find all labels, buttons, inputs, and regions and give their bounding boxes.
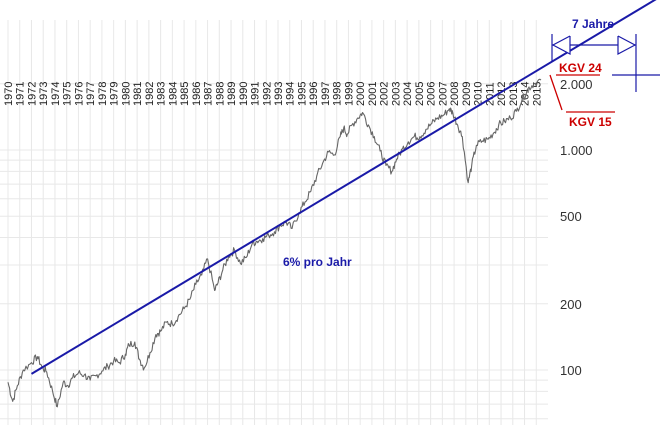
x-tick-label: 1972	[26, 82, 38, 106]
x-tick-label: 2009	[461, 82, 473, 106]
x-tick-label: 2000	[355, 82, 367, 106]
y-tick-label: 2.000	[560, 77, 593, 92]
span-label: 7 Jahre	[572, 17, 614, 31]
x-tick-label: 2003	[390, 82, 402, 106]
x-tick-label: 2011	[484, 82, 496, 106]
kgv-24-label: KGV 24	[559, 61, 602, 75]
x-tick-label: 1991	[250, 82, 262, 106]
x-tick-label: 1999	[343, 82, 355, 106]
x-tick-label: 2007	[437, 82, 449, 106]
x-tick-label: 1984	[167, 82, 179, 106]
x-tick-label: 1983	[156, 82, 168, 106]
x-tick-label: 1974	[50, 82, 62, 106]
x-tick-label: 2004	[402, 82, 414, 106]
trend-label: 6% pro Jahr	[283, 255, 352, 269]
price-series-line	[7, 78, 542, 408]
grid-layer	[0, 20, 548, 425]
x-tick-label: 1994	[285, 82, 297, 106]
x-tick-label: 1990	[238, 82, 250, 106]
x-tick-label: 1981	[132, 82, 144, 106]
x-tick-label: 1992	[261, 82, 273, 106]
x-tick-label: 1976	[73, 82, 85, 106]
x-tick-label: 2015	[531, 82, 543, 106]
series-layer	[7, 78, 542, 408]
x-tick-label: 1975	[62, 82, 74, 106]
x-tick-label: 1979	[109, 82, 121, 106]
kgv-marker	[549, 74, 615, 113]
x-tick-label: 1989	[226, 82, 238, 106]
x-tick-label: 1978	[97, 82, 109, 106]
x-tick-label: 2010	[473, 82, 485, 106]
x-tick-label: 1982	[144, 82, 156, 106]
trend-line	[30, 0, 657, 375]
x-tick-label: 2002	[379, 82, 391, 106]
x-axis-labels: 1970 1971 1972 1973 1974 1975 1976 1977 1978 1979…	[3, 82, 543, 106]
x-tick-label: 1986	[191, 82, 203, 106]
trend-layer	[30, 0, 657, 375]
x-tick-label: 2013	[508, 82, 520, 106]
x-tick-label: 2005	[414, 82, 426, 106]
x-tick-label: 1996	[308, 82, 320, 106]
x-tick-label: 2008	[449, 82, 461, 106]
x-tick-label: 2006	[426, 82, 438, 106]
x-tick-label: 2012	[496, 82, 508, 106]
x-tick-label: 1971	[15, 82, 27, 106]
x-tick-label: 1987	[203, 82, 215, 106]
x-tick-label: 2001	[367, 82, 379, 106]
y-tick-label: 500	[560, 209, 582, 224]
y-axis-labels: 100 200 500 1.000 2.000	[560, 77, 593, 378]
x-tick-label: 1973	[38, 82, 50, 106]
x-tick-label: 1988	[214, 82, 226, 106]
y-tick-label: 100	[560, 363, 582, 378]
y-tick-label: 1.000	[560, 143, 593, 158]
x-tick-label: 1977	[85, 82, 97, 106]
x-tick-label: 1980	[120, 82, 132, 106]
kgv-15-label: KGV 15	[569, 115, 612, 129]
x-tick-label: 1993	[273, 82, 285, 106]
y-tick-label: 200	[560, 297, 582, 312]
x-tick-label: 1970	[3, 82, 15, 106]
x-tick-label: 1998	[332, 82, 344, 106]
x-tick-label: 1985	[179, 82, 191, 106]
x-tick-label: 1997	[320, 82, 332, 106]
x-tick-label: 1995	[296, 82, 308, 106]
span-arrow	[551, 34, 660, 92]
